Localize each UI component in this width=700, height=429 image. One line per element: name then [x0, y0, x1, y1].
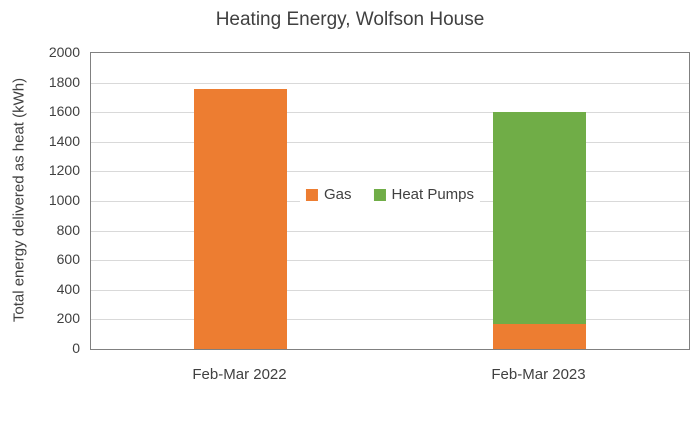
chart-title: Heating Energy, Wolfson House — [215, 9, 485, 30]
gridline — [91, 230, 689, 232]
y-tick-label: 200 — [56, 310, 80, 327]
bar-segment-heat-pumps — [493, 112, 586, 324]
gridline — [91, 289, 689, 291]
gridline — [91, 319, 689, 321]
y-tick-label: 1200 — [48, 162, 80, 179]
bar-segment-gas — [194, 88, 287, 349]
y-tick-label: 1800 — [48, 73, 80, 90]
y-tick-label: 600 — [56, 251, 80, 268]
gridline — [91, 141, 689, 143]
legend-swatch-gas — [305, 188, 318, 201]
gridline — [91, 260, 689, 262]
legend-item-gas: Gas — [305, 186, 352, 203]
gridline — [91, 112, 689, 114]
legend: Gas Heat Pumps — [299, 183, 481, 206]
y-tick-label: 0 — [72, 340, 80, 356]
y-tick-label: 800 — [56, 221, 80, 238]
y-tick-label: 400 — [56, 280, 80, 297]
legend-label-gas: Gas — [323, 186, 352, 203]
y-tick-label: 1400 — [48, 132, 80, 149]
legend-label-heat-pumps: Heat Pumps — [391, 186, 475, 203]
gridline — [91, 171, 689, 173]
legend-swatch-heat-pumps — [373, 188, 386, 201]
y-tick-label: 2000 — [48, 44, 80, 60]
y-tick-label: 1600 — [48, 103, 80, 120]
bar-segment-gas — [493, 323, 586, 349]
x-category-label: Feb-Mar 2023 — [491, 366, 586, 383]
legend-item-heat-pumps: Heat Pumps — [373, 186, 474, 203]
gridline — [91, 82, 689, 84]
plot-area: Gas Heat Pumps — [90, 52, 690, 350]
y-tick-label: 1000 — [48, 192, 80, 208]
x-category-label: Feb-Mar 2022 — [192, 366, 287, 383]
